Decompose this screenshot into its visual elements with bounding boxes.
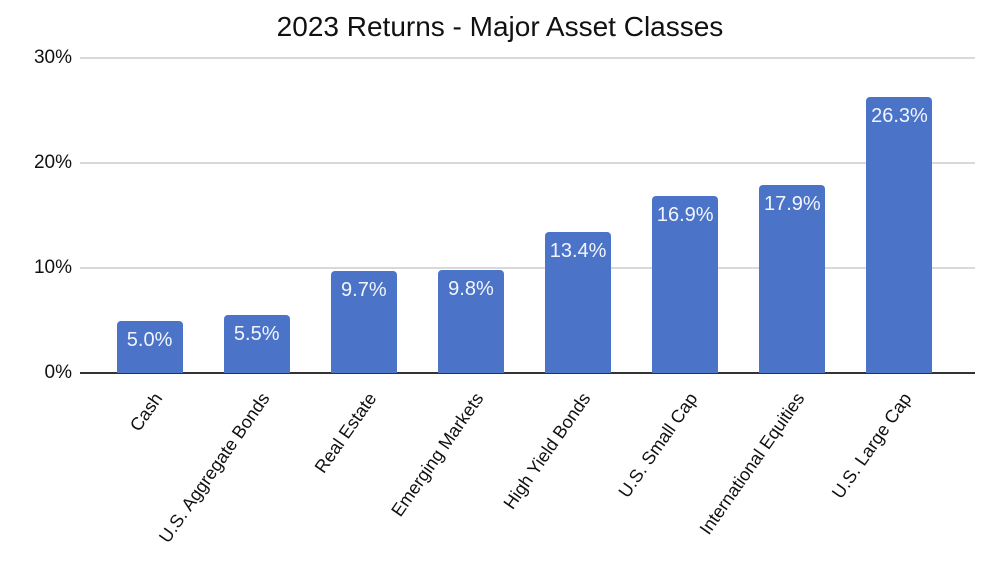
bar-value-label-cash: 5.0% — [126, 328, 173, 351]
bar-cash: 5.0% — [116, 320, 183, 373]
gridline-10pct — [80, 267, 975, 269]
plot-area: 5.0% 5.5% 9.7% 9.8% 13.4% 16.9% 17.9% 26.3% — [80, 57, 975, 374]
x-label-slot-u-s-small-cap: U.S. Small Cap — [615, 381, 739, 561]
y-tick-label-10pct: 10% — [33, 257, 72, 278]
bar-international-equities: 17.9% — [759, 185, 826, 373]
bar-value-label-u-s-aggregate-bonds: 5.5% — [233, 323, 280, 346]
bar-slot-real-estate: 9.7% — [310, 58, 417, 373]
bar-real-estate: 9.7% — [330, 271, 397, 373]
bar-high-yield-bonds: 13.4% — [545, 232, 612, 373]
y-tick-label-30pct: 30% — [33, 47, 72, 68]
y-tick-label-20pct: 20% — [33, 152, 72, 173]
gridline-20pct — [80, 162, 975, 164]
x-axis-labels: Cash U.S. Aggregate Bonds Real Estate Emerg… — [96, 381, 953, 561]
bar-slot-cash: 5.0% — [96, 58, 203, 373]
bar-slot-emerging-markets: 9.8% — [417, 58, 524, 373]
bar-slot-high-yield-bonds: 13.4% — [525, 58, 632, 373]
bar-u-s-small-cap: 16.9% — [652, 195, 719, 373]
bar-u-s-aggregate-bonds: 5.5% — [223, 315, 290, 373]
bar-emerging-markets: 9.8% — [437, 270, 504, 373]
x-label-slot-cash: Cash — [96, 381, 203, 561]
bar-slot-u-s-aggregate-bonds: 5.5% — [203, 58, 310, 373]
y-tick-label-0pct: 0% — [44, 362, 72, 383]
bar-value-label-u-s-small-cap: 16.9% — [656, 203, 714, 226]
x-category-label-real-estate: Real Estate — [310, 389, 381, 477]
bar-slot-u-s-small-cap: 16.9% — [632, 58, 739, 373]
chart-title: 2023 Returns - Major Asset Classes — [276, 11, 724, 42]
bar-value-label-real-estate: 9.7% — [341, 279, 387, 302]
x-axis-line — [80, 372, 975, 374]
x-label-slot-emerging-markets: Emerging Markets — [387, 381, 524, 561]
bar-value-label-international-equities: 17.9% — [763, 193, 821, 216]
bars-group: 5.0% 5.5% 9.7% 9.8% 13.4% 16.9% 17.9% 26.3% — [96, 58, 953, 373]
bar-u-s-large-cap: 26.3% — [866, 96, 933, 373]
bar-value-label-u-s-large-cap: 26.3% — [871, 104, 928, 127]
x-label-slot-u-s-aggregate-bonds: U.S. Aggregate Bonds — [155, 381, 310, 561]
x-label-slot-international-equities: International Equities — [696, 381, 846, 561]
gridline-30pct — [80, 57, 975, 59]
bar-slot-u-s-large-cap: 26.3% — [846, 58, 953, 373]
bar-slot-international-equities: 17.9% — [739, 58, 846, 373]
x-label-slot-u-s-large-cap: U.S. Large Cap — [828, 381, 953, 561]
x-label-slot-high-yield-bonds: High Yield Bonds — [499, 381, 632, 561]
x-label-slot-real-estate: Real Estate — [310, 381, 417, 561]
x-category-label-cash: Cash — [125, 389, 166, 435]
bar-value-label-high-yield-bonds: 13.4% — [549, 240, 607, 263]
bar-value-label-emerging-markets: 9.8% — [448, 278, 494, 301]
